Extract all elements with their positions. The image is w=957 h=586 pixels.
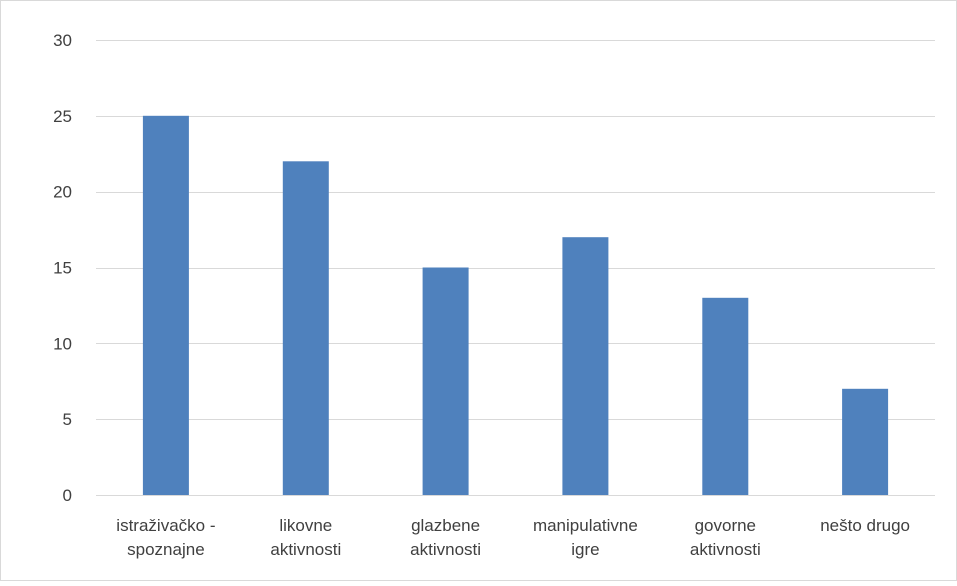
x-tick-label: glazbene aktivnosti <box>410 516 481 559</box>
bar <box>282 161 329 496</box>
y-tick-label: 20 <box>53 183 72 202</box>
x-axis-tick-labels: istraživačko -spoznajne likovne aktivnosti… <box>116 516 910 559</box>
gridlines <box>96 40 935 496</box>
y-tick-label: 15 <box>53 259 72 278</box>
y-tick-label: 10 <box>53 334 72 353</box>
bar <box>702 297 749 495</box>
x-tick-label: nešto drugo <box>820 516 910 535</box>
y-axis-tick-labels: 0 5 10 15 20 25 30 <box>53 31 72 505</box>
y-tick-label: 25 <box>53 107 72 126</box>
y-tick-label: 30 <box>53 31 72 50</box>
x-tick-label: istraživačko -spoznajne <box>116 516 215 559</box>
bar <box>562 237 609 495</box>
bar <box>422 267 469 495</box>
bar <box>142 115 189 496</box>
y-tick-label: 0 <box>63 486 72 505</box>
x-tick-label: govorne aktivnosti <box>690 516 761 559</box>
x-tick-label: likovne aktivnosti <box>270 516 341 559</box>
bars <box>142 115 889 496</box>
y-tick-label: 5 <box>63 410 72 429</box>
bar <box>842 388 889 495</box>
x-tick-label: manipulativne igre <box>533 516 638 559</box>
